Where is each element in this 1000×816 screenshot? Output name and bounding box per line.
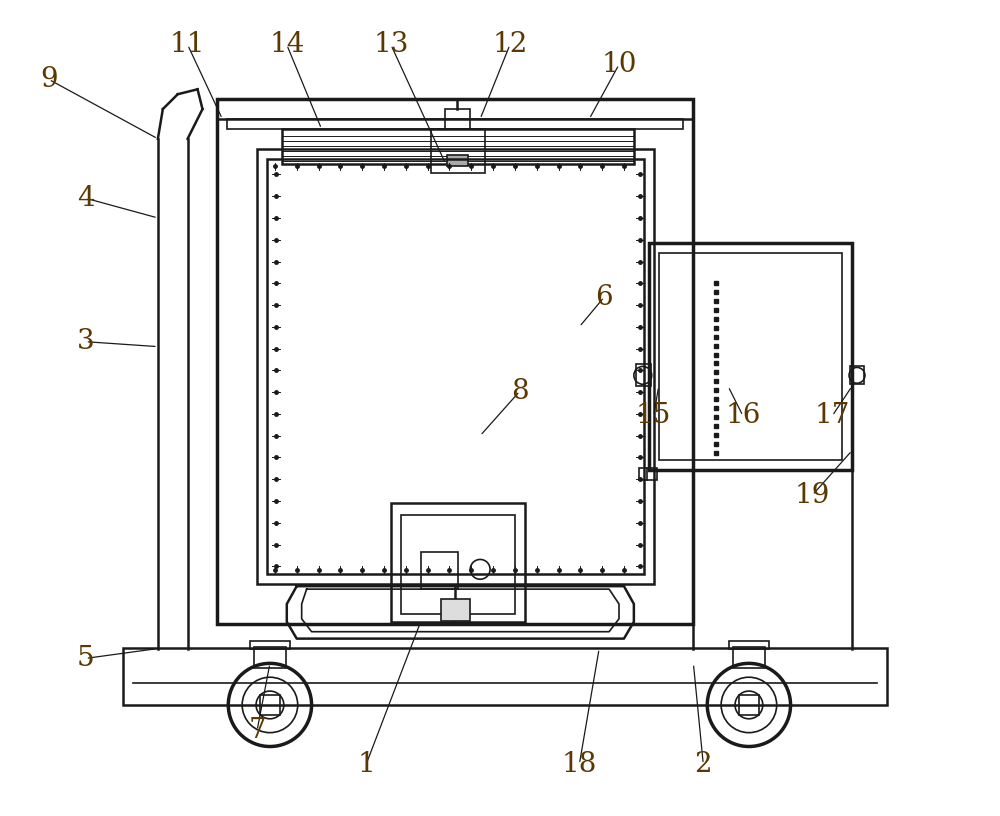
Bar [250, 641, 290, 649]
Text: 2: 2 [694, 751, 712, 778]
Bar [282, 129, 634, 163]
Bar [733, 646, 765, 668]
Bar [401, 515, 515, 614]
Bar [850, 366, 864, 384]
Bar [649, 242, 852, 470]
Text: 18: 18 [562, 751, 597, 778]
Bar [441, 599, 470, 621]
Text: 15: 15 [636, 402, 671, 429]
Text: 9: 9 [40, 66, 58, 93]
Text: 1: 1 [357, 751, 375, 778]
Text: 14: 14 [269, 31, 304, 58]
Bar [636, 365, 651, 386]
Bar [445, 109, 470, 129]
Bar [227, 119, 683, 129]
Text: 19: 19 [795, 481, 830, 508]
Bar [729, 641, 769, 649]
Bar [123, 648, 887, 705]
Text: 13: 13 [373, 31, 409, 58]
Bar [217, 100, 693, 623]
Text: 16: 16 [725, 402, 761, 429]
Text: 3: 3 [77, 328, 94, 355]
Text: 12: 12 [492, 31, 528, 58]
Bar [639, 468, 657, 481]
Text: 5: 5 [77, 645, 94, 672]
Text: 17: 17 [814, 402, 850, 429]
Text: 11: 11 [170, 31, 205, 58]
Bar [260, 695, 280, 715]
Text: 10: 10 [601, 51, 637, 78]
Bar [217, 100, 693, 119]
Text: 7: 7 [248, 717, 266, 744]
Bar [421, 552, 458, 589]
Text: 4: 4 [77, 184, 94, 211]
Bar [431, 129, 485, 174]
Bar [254, 646, 286, 668]
Bar [257, 149, 654, 584]
Text: 6: 6 [595, 284, 613, 311]
Bar [659, 253, 842, 460]
Bar [447, 154, 468, 166]
Text: 8: 8 [511, 378, 529, 405]
Bar [739, 695, 759, 715]
Bar [267, 158, 644, 574]
Bar [391, 503, 525, 622]
